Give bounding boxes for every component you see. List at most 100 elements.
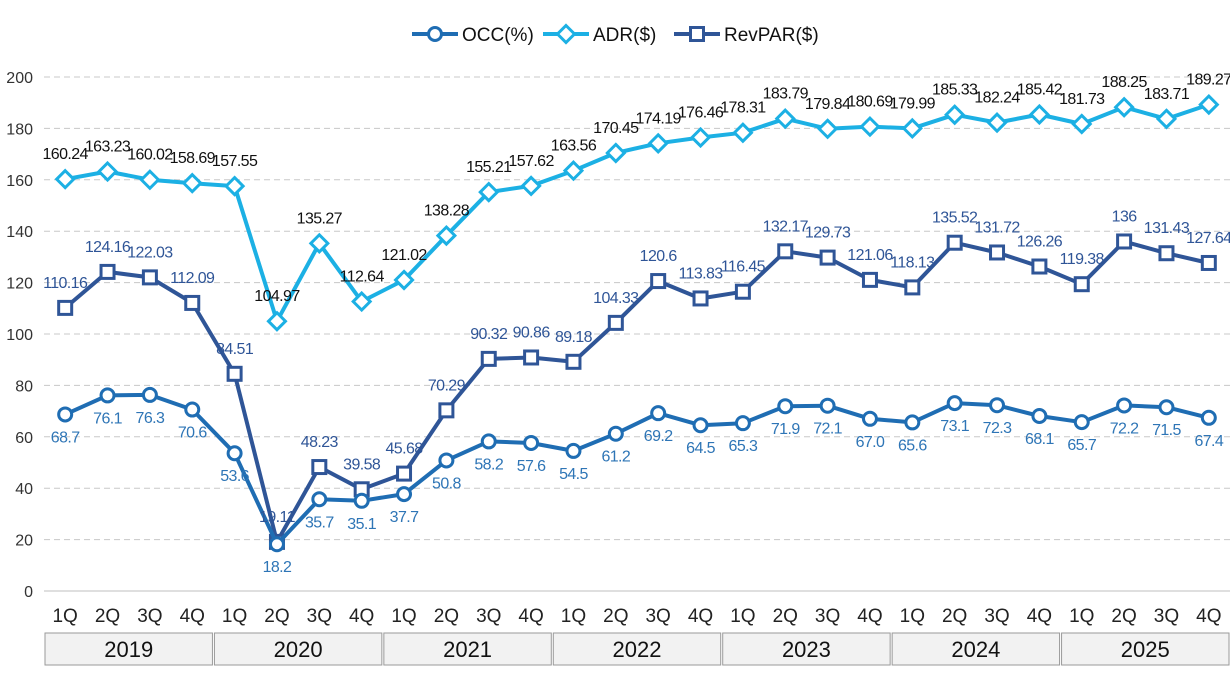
data-label: 112.64: [340, 269, 385, 286]
data-point: [1031, 258, 1048, 275]
data-point: [57, 406, 74, 423]
data-point: [396, 486, 413, 503]
data-point: [396, 465, 413, 482]
data-label: 157.55: [212, 153, 258, 170]
x-tick-label: 4Q: [1196, 606, 1221, 627]
year-label: 2020: [274, 637, 323, 662]
x-tick-label: 2Q: [773, 606, 798, 627]
data-point: [650, 405, 667, 422]
data-label: 61.2: [601, 449, 630, 466]
data-label: 132.17: [763, 218, 809, 235]
x-tick-label: 3Q: [645, 606, 670, 627]
data-label: 170.45: [593, 120, 639, 137]
series-revpar: [57, 233, 1217, 550]
series-line: [64, 392, 1210, 547]
series-layer: [54, 93, 1220, 553]
y-tick-label: 0: [24, 584, 33, 601]
x-axis: 1Q 2Q 3Q 4Q 2019 1Q 2Q 3Q 4Q 2020 1Q 2Q 3Q 4Q 2021 1Q 2Q…: [44, 606, 1230, 666]
data-point: [777, 398, 794, 415]
year-box: [552, 632, 722, 666]
data-point: [989, 397, 1006, 414]
x-tick-label: 1Q: [1069, 606, 1094, 627]
data-point: [774, 108, 796, 130]
data-label: 90.86: [513, 324, 551, 341]
data-point: [393, 269, 415, 291]
x-tick-label: 1Q: [52, 606, 77, 627]
data-point: [734, 283, 751, 300]
x-tick-label: 3Q: [984, 606, 1009, 627]
data-label: 135.52: [932, 210, 978, 227]
data-label: 160.24: [43, 146, 89, 163]
data-point: [435, 224, 458, 247]
data-point: [308, 232, 330, 254]
data-label: 57.6: [517, 458, 546, 475]
data-point: [692, 417, 709, 434]
data-point: [226, 445, 243, 462]
data-point: [57, 299, 74, 316]
data-label: 71.9: [771, 421, 800, 438]
x-tick-label: 1Q: [900, 606, 925, 627]
data-point: [353, 492, 370, 509]
data-label: 174.19: [636, 110, 682, 127]
y-axis: 0 20 40 60 80 100 120 140 160 180 200: [6, 70, 33, 601]
data-point: [1116, 397, 1133, 414]
year-box: [213, 632, 383, 666]
data-point: [480, 433, 497, 450]
data-label: 121.06: [847, 247, 893, 264]
legend-entry: OCC(%): [412, 25, 534, 46]
y-tick-label: 80: [15, 378, 33, 395]
data-point: [141, 386, 158, 403]
data-point: [946, 395, 963, 412]
data-label: 158.69: [170, 150, 216, 167]
data-label: 48.23: [301, 434, 339, 451]
y-tick-label: 60: [15, 430, 33, 447]
x-tick-label: 2Q: [603, 606, 628, 627]
y-tick-label: 160: [6, 173, 33, 190]
year-label: 2025: [1121, 637, 1170, 662]
data-point: [1200, 409, 1217, 426]
x-tick-label: 3Q: [815, 606, 840, 627]
data-label: 65.7: [1067, 437, 1096, 454]
series-line: [63, 239, 1210, 544]
data-point: [946, 234, 963, 251]
y-tick-label: 140: [6, 224, 33, 241]
data-label: 185.42: [1017, 81, 1063, 98]
y-tick-label: 20: [15, 533, 33, 550]
year-box: [44, 632, 213, 666]
data-label: 138.28: [424, 203, 470, 220]
data-label: 72.2: [1110, 420, 1139, 437]
data-label: 179.99: [890, 95, 936, 112]
year-label: 2021: [443, 637, 492, 662]
data-label: 67.0: [856, 434, 885, 451]
data-label: 178.31: [720, 100, 766, 117]
data-label: 135.27: [297, 210, 343, 227]
data-point: [184, 294, 201, 311]
data-point: [565, 353, 582, 370]
x-tick-label: 1Q: [561, 606, 586, 627]
data-point: [1073, 276, 1090, 293]
data-point: [438, 452, 455, 469]
data-label: 176.46: [678, 104, 724, 121]
data-label: 121.02: [381, 247, 427, 264]
data-label: 118.13: [890, 254, 935, 271]
data-point: [1158, 399, 1175, 416]
data-point: [607, 314, 624, 331]
data-point: [607, 425, 624, 442]
data-point: [99, 263, 116, 280]
data-label: 71.5: [1152, 422, 1181, 439]
data-label: 163.56: [551, 138, 597, 155]
data-label: 160.02: [127, 147, 173, 164]
legend-label: RevPAR($): [724, 25, 819, 46]
data-point: [944, 104, 966, 126]
data-point: [1113, 96, 1135, 118]
year-box: [1061, 632, 1230, 666]
data-point: [96, 160, 119, 183]
data-label: 19.11: [259, 509, 296, 526]
data-label: 89.18: [555, 329, 593, 346]
data-label: 131.43: [1144, 220, 1190, 237]
data-label: 127.64: [1186, 230, 1230, 247]
y-tick-label: 100: [6, 327, 33, 344]
data-label: 155.21: [466, 159, 512, 176]
data-label: 120.6: [640, 248, 678, 265]
